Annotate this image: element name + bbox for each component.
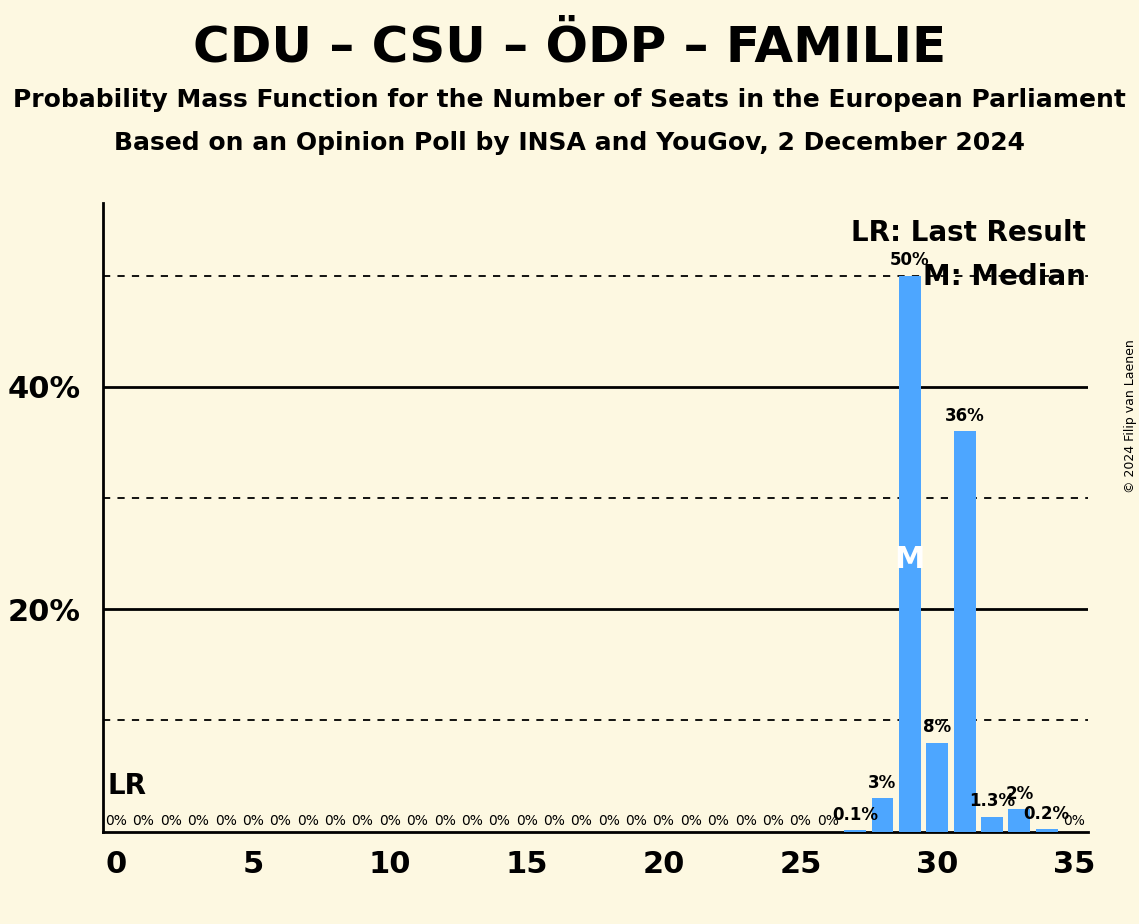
Text: 0%: 0% — [543, 814, 565, 828]
Text: 3%: 3% — [868, 773, 896, 792]
Bar — [926, 743, 948, 832]
Text: 0%: 0% — [571, 814, 592, 828]
Text: 0%: 0% — [680, 814, 702, 828]
Text: 36%: 36% — [944, 407, 984, 425]
Text: 0%: 0% — [762, 814, 784, 828]
Text: LR: Last Result: LR: Last Result — [851, 219, 1085, 247]
Text: 50%: 50% — [890, 251, 929, 269]
Text: 0%: 0% — [653, 814, 674, 828]
Text: 0%: 0% — [1063, 814, 1085, 828]
Text: 8%: 8% — [924, 718, 951, 736]
Text: 0%: 0% — [159, 814, 182, 828]
Bar — [871, 798, 893, 832]
Text: 0%: 0% — [461, 814, 483, 828]
Text: 0%: 0% — [215, 814, 237, 828]
Text: 0%: 0% — [379, 814, 401, 828]
Text: 0.2%: 0.2% — [1024, 805, 1070, 822]
Text: 0%: 0% — [735, 814, 756, 828]
Text: 0%: 0% — [817, 814, 838, 828]
Text: 0%: 0% — [297, 814, 319, 828]
Text: 0%: 0% — [789, 814, 811, 828]
Text: 2%: 2% — [1006, 784, 1033, 803]
Text: 0%: 0% — [489, 814, 510, 828]
Text: © 2024 Filip van Laenen: © 2024 Filip van Laenen — [1124, 339, 1137, 492]
Bar — [953, 432, 975, 832]
Text: Probability Mass Function for the Number of Seats in the European Parliament: Probability Mass Function for the Number… — [13, 88, 1126, 112]
Text: 0%: 0% — [598, 814, 620, 828]
Text: 0%: 0% — [325, 814, 346, 828]
Text: 0%: 0% — [516, 814, 538, 828]
Text: 0%: 0% — [434, 814, 456, 828]
Bar — [844, 831, 866, 832]
Text: LR: LR — [108, 772, 147, 800]
Text: 0.1%: 0.1% — [833, 806, 878, 824]
Text: M: Median: M: Median — [923, 263, 1085, 291]
Bar — [981, 817, 1003, 832]
Text: 0%: 0% — [132, 814, 155, 828]
Bar — [1035, 830, 1058, 832]
Text: 0%: 0% — [187, 814, 210, 828]
Text: M: M — [894, 544, 925, 574]
Bar — [1008, 809, 1031, 832]
Text: 0%: 0% — [243, 814, 264, 828]
Text: CDU – CSU – ÖDP – FAMILIE: CDU – CSU – ÖDP – FAMILIE — [192, 23, 947, 71]
Text: 0%: 0% — [105, 814, 128, 828]
Text: 0%: 0% — [407, 814, 428, 828]
Text: 0%: 0% — [352, 814, 374, 828]
Bar — [899, 275, 920, 832]
Text: 0%: 0% — [625, 814, 647, 828]
Text: 0%: 0% — [270, 814, 292, 828]
Text: Based on an Opinion Poll by INSA and YouGov, 2 December 2024: Based on an Opinion Poll by INSA and You… — [114, 131, 1025, 155]
Text: 1.3%: 1.3% — [969, 793, 1015, 810]
Text: 0%: 0% — [707, 814, 729, 828]
